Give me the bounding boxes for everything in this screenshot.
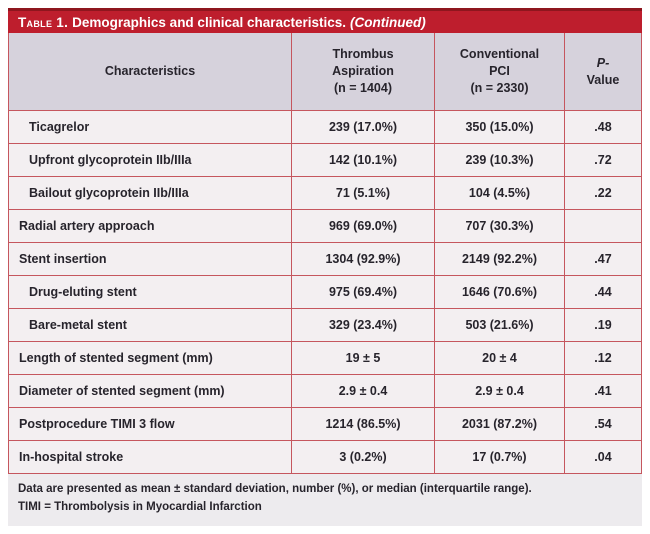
table-row: Bailout glycoprotein IIb/IIIa 71 (5.1%) … xyxy=(9,176,641,209)
p-value-cell: .19 xyxy=(564,309,641,341)
thrombus-aspiration-cell: 1214 (86.5%) xyxy=(291,408,434,440)
conventional-pci-cell: 17 (0.7%) xyxy=(434,441,564,473)
p-value-cell: .12 xyxy=(564,342,641,374)
table-row: Diameter of stented segment (mm) 2.9 ± 0… xyxy=(9,374,641,407)
thrombus-aspiration-cell: 239 (17.0%) xyxy=(291,111,434,143)
conventional-pci-cell: 2.9 ± 0.4 xyxy=(434,375,564,407)
table-row: Upfront glycoprotein IIb/IIIa 142 (10.1%… xyxy=(9,143,641,176)
header-thrombus-aspiration: Thrombus Aspiration (n = 1404) xyxy=(291,33,434,110)
conventional-pci-cell: 707 (30.3%) xyxy=(434,210,564,242)
p-value-cell: .22 xyxy=(564,177,641,209)
table-row: Stent insertion 1304 (92.9%) 2149 (92.2%… xyxy=(9,242,641,275)
characteristic-cell: Upfront glycoprotein IIb/IIIa xyxy=(29,153,192,167)
p-value-cell: .04 xyxy=(564,441,641,473)
conventional-pci-cell: 1646 (70.6%) xyxy=(434,276,564,308)
conventional-pci-cell: 2031 (87.2%) xyxy=(434,408,564,440)
footnote-line: TIMI = Thrombolysis in Myocardial Infarc… xyxy=(18,500,262,513)
characteristic-cell: Bare-metal stent xyxy=(29,318,127,332)
header-characteristics: Characteristics xyxy=(104,64,196,79)
p-value-cell: .72 xyxy=(564,144,641,176)
p-value-cell: .48 xyxy=(564,111,641,143)
thrombus-aspiration-cell: 3 (0.2%) xyxy=(291,441,434,473)
characteristic-cell: Postprocedure TIMI 3 flow xyxy=(19,417,175,431)
thrombus-aspiration-cell: 329 (23.4%) xyxy=(291,309,434,341)
header-p-italic: P- xyxy=(596,55,610,70)
table-continued-label: (Continued) xyxy=(350,14,426,30)
p-value-cell xyxy=(564,210,641,242)
conventional-pci-cell: 239 (10.3%) xyxy=(434,144,564,176)
characteristic-cell: In-hospital stroke xyxy=(19,450,124,464)
table-footnotes: Data are presented as mean ± standard de… xyxy=(8,474,642,526)
table-header-row: Characteristics Thrombus Aspiration (n =… xyxy=(9,33,641,110)
thrombus-aspiration-cell: 71 (5.1%) xyxy=(291,177,434,209)
conventional-pci-cell: 503 (21.6%) xyxy=(434,309,564,341)
conventional-pci-cell: 2149 (92.2%) xyxy=(434,243,564,275)
table-row: Drug-eluting stent 975 (69.4%) 1646 (70.… xyxy=(9,275,641,308)
thrombus-aspiration-cell: 1304 (92.9%) xyxy=(291,243,434,275)
conventional-pci-cell: 350 (15.0%) xyxy=(434,111,564,143)
table-rows-container: Ticagrelor 239 (17.0%) 350 (15.0%) .48 U… xyxy=(9,110,641,473)
characteristic-cell: Radial artery approach xyxy=(19,219,155,233)
characteristic-cell: Length of stented segment (mm) xyxy=(19,351,213,365)
conventional-pci-cell: 104 (4.5%) xyxy=(434,177,564,209)
thrombus-aspiration-cell: 142 (10.1%) xyxy=(291,144,434,176)
table-body: Characteristics Thrombus Aspiration (n =… xyxy=(8,33,642,474)
characteristic-cell: Stent insertion xyxy=(19,252,107,266)
p-value-cell: .41 xyxy=(564,375,641,407)
table-row: In-hospital stroke 3 (0.2%) 17 (0.7%) .0… xyxy=(9,440,641,473)
clinical-characteristics-table: Table 1. Demographics and clinical chara… xyxy=(8,8,642,526)
thrombus-aspiration-cell: 969 (69.0%) xyxy=(291,210,434,242)
p-value-cell: .54 xyxy=(564,408,641,440)
characteristic-cell: Diameter of stented segment (mm) xyxy=(19,384,225,398)
characteristic-cell: Ticagrelor xyxy=(29,120,90,134)
header-p-value: P- Value xyxy=(564,33,641,110)
table-row: Postprocedure TIMI 3 flow 1214 (86.5%) 2… xyxy=(9,407,641,440)
table-row: Length of stented segment (mm) 19 ± 5 20… xyxy=(9,341,641,374)
thrombus-aspiration-cell: 19 ± 5 xyxy=(291,342,434,374)
p-value-cell: .44 xyxy=(564,276,641,308)
header-p-rest: Value xyxy=(586,72,620,87)
thrombus-aspiration-cell: 2.9 ± 0.4 xyxy=(291,375,434,407)
thrombus-aspiration-cell: 975 (69.4%) xyxy=(291,276,434,308)
footnote-line: Data are presented as mean ± standard de… xyxy=(18,483,532,495)
table-row: Radial artery approach 969 (69.0%) 707 (… xyxy=(9,209,641,242)
table-title-bar: Table 1. Demographics and clinical chara… xyxy=(8,8,642,33)
table-row: Ticagrelor 239 (17.0%) 350 (15.0%) .48 xyxy=(9,110,641,143)
table-row: Bare-metal stent 329 (23.4%) 503 (21.6%)… xyxy=(9,308,641,341)
p-value-cell: .47 xyxy=(564,243,641,275)
table-number-label: Table 1. xyxy=(18,14,69,30)
characteristic-cell: Bailout glycoprotein IIb/IIIa xyxy=(29,186,189,200)
table-title-text: Demographics and clinical characteristic… xyxy=(72,14,347,30)
conventional-pci-cell: 20 ± 4 xyxy=(434,342,564,374)
characteristic-cell: Drug-eluting stent xyxy=(29,285,137,299)
header-conventional-pci: Conventional PCI (n = 2330) xyxy=(434,33,564,110)
